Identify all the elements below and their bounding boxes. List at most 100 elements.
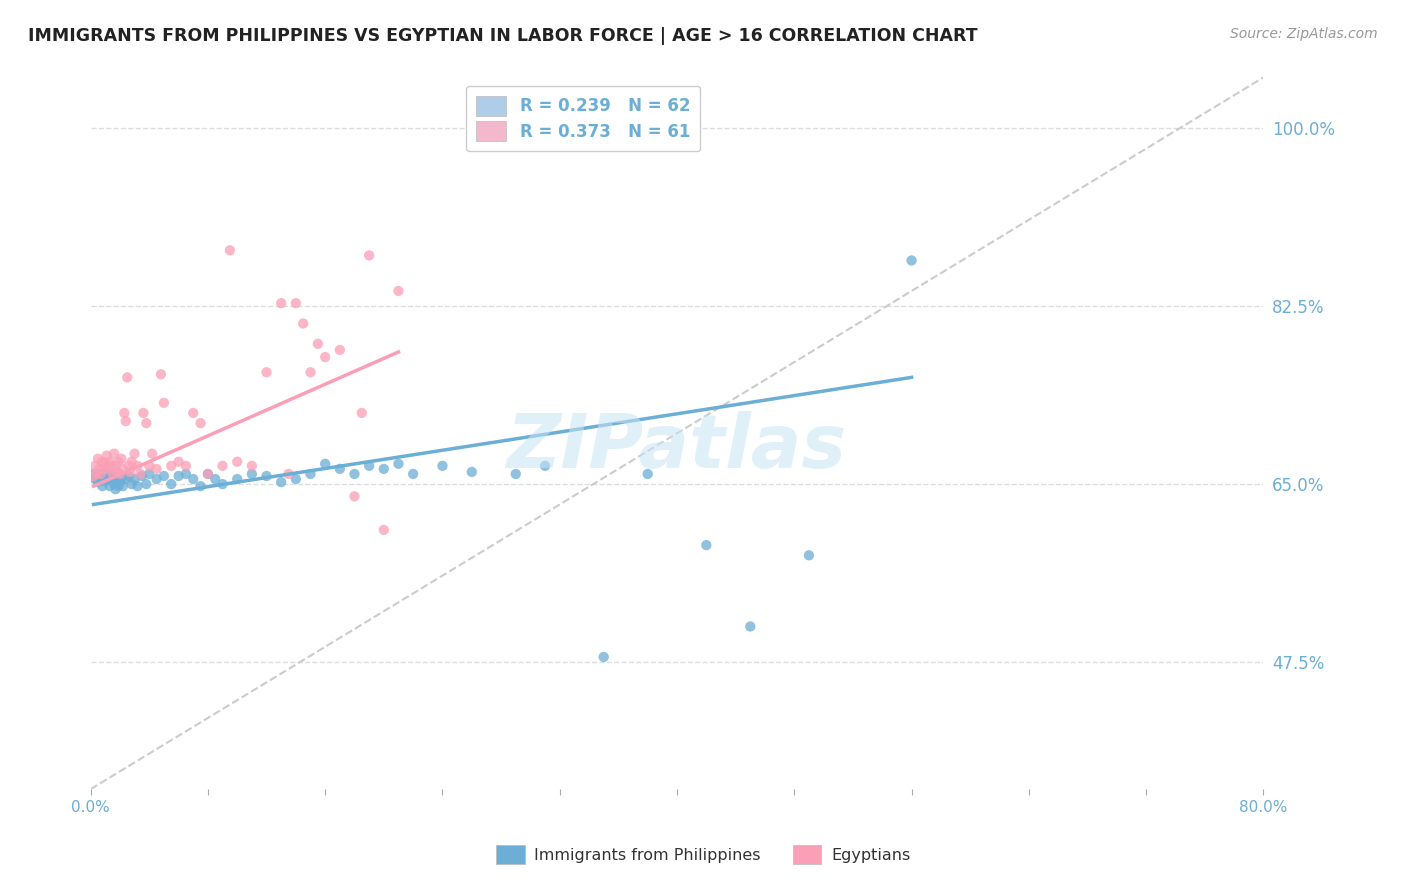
Point [299, 365, 322, 379]
Point [104, 482, 127, 496]
Point [181, 472, 204, 486]
Point [101, 469, 124, 483]
Point [100, 458, 122, 473]
Point [90, 467, 112, 481]
Point [797, 549, 820, 563]
Point [314, 350, 336, 364]
Point [127, 479, 149, 493]
Point [103, 477, 125, 491]
Point [740, 619, 762, 633]
Point [110, 472, 132, 486]
Point [270, 475, 292, 489]
Point [107, 479, 129, 493]
Point [84, 458, 107, 473]
Text: Source: ZipAtlas.com: Source: ZipAtlas.com [1230, 27, 1378, 41]
Point [900, 253, 922, 268]
Point [350, 406, 373, 420]
Point [256, 469, 278, 483]
Point [505, 467, 527, 481]
Point [277, 467, 299, 481]
Point [190, 416, 212, 430]
Point [240, 467, 263, 481]
Point [135, 477, 157, 491]
Point [534, 458, 557, 473]
Point [87, 451, 110, 466]
Point [121, 455, 143, 469]
Point [461, 465, 484, 479]
Point [190, 479, 212, 493]
Point [121, 477, 143, 491]
Point [91, 455, 114, 469]
Point [111, 462, 134, 476]
Point [138, 458, 160, 473]
Point [108, 467, 131, 481]
Point [153, 469, 176, 483]
Point [592, 650, 614, 665]
Point [84, 472, 107, 486]
Point [299, 467, 322, 481]
Point [110, 451, 132, 466]
Point [132, 406, 155, 420]
Point [135, 416, 157, 430]
Point [284, 296, 307, 310]
Point [160, 477, 183, 491]
Point [343, 467, 366, 481]
Point [174, 467, 197, 481]
Point [129, 467, 152, 481]
Point [111, 479, 134, 493]
Point [145, 472, 167, 486]
Point [226, 455, 249, 469]
Point [89, 462, 111, 476]
Point [145, 462, 167, 476]
Point [387, 284, 409, 298]
Point [93, 462, 115, 476]
Legend: R = 0.239   N = 62, R = 0.373   N = 61: R = 0.239 N = 62, R = 0.373 N = 61 [467, 86, 700, 152]
Point [695, 538, 717, 552]
Point [90, 472, 112, 486]
Point [83, 469, 105, 483]
Point [93, 469, 115, 483]
Point [292, 317, 315, 331]
Point [83, 467, 105, 481]
Point [138, 467, 160, 481]
Point [141, 447, 163, 461]
Point [637, 467, 659, 481]
Point [329, 462, 352, 476]
Point [343, 489, 366, 503]
Point [211, 458, 233, 473]
Point [98, 479, 121, 493]
Point [270, 296, 292, 310]
Point [114, 414, 136, 428]
Point [91, 479, 114, 493]
Point [118, 469, 141, 483]
Point [359, 248, 381, 262]
Point [167, 455, 190, 469]
Point [307, 336, 329, 351]
Point [96, 449, 118, 463]
Point [98, 455, 121, 469]
Point [219, 244, 242, 258]
Point [204, 472, 226, 486]
Point [240, 458, 263, 473]
Point [118, 458, 141, 473]
Legend: Immigrants from Philippines, Egyptians: Immigrants from Philippines, Egyptians [489, 838, 917, 871]
Point [124, 472, 146, 486]
Point [167, 469, 190, 483]
Point [211, 477, 233, 491]
Point [104, 458, 127, 473]
Text: IMMIGRANTS FROM PHILIPPINES VS EGYPTIAN IN LABOR FORCE | AGE > 16 CORRELATION CH: IMMIGRANTS FROM PHILIPPINES VS EGYPTIAN … [28, 27, 977, 45]
Point [100, 472, 122, 486]
Point [160, 458, 183, 473]
Point [226, 472, 249, 486]
Point [256, 365, 278, 379]
Point [105, 465, 128, 479]
Point [107, 455, 129, 469]
Point [87, 475, 110, 489]
Point [153, 396, 176, 410]
Point [197, 467, 219, 481]
Point [94, 474, 117, 488]
Point [131, 469, 153, 483]
Point [174, 458, 197, 473]
Point [103, 447, 125, 461]
Point [86, 467, 108, 481]
